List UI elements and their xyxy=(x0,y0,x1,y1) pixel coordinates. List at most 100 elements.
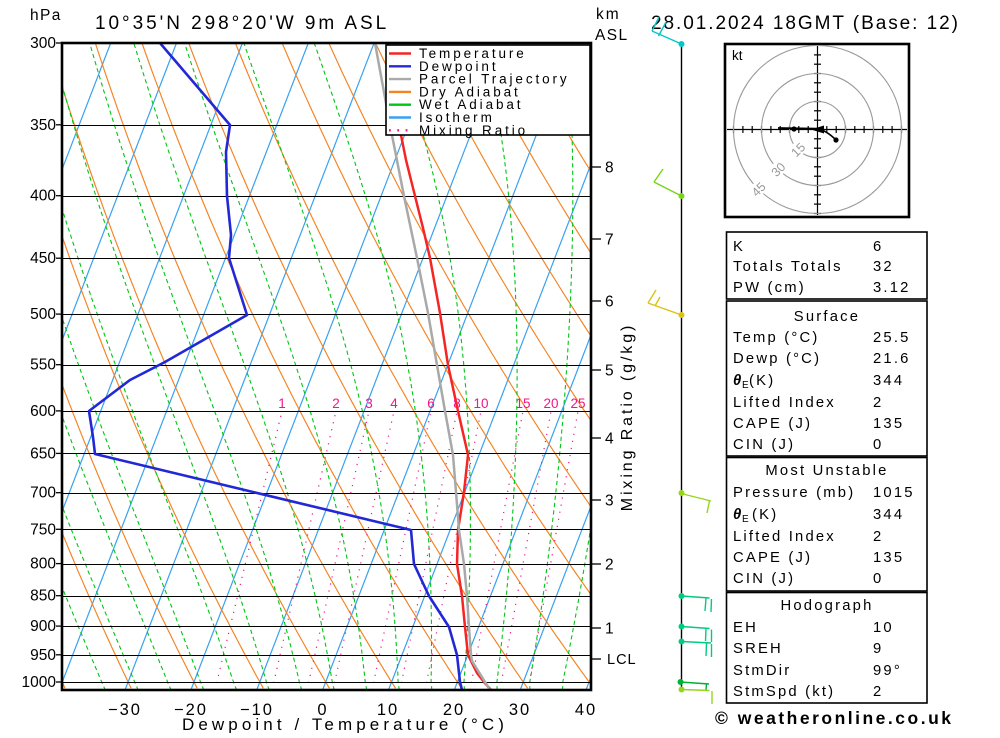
svg-text:21.6: 21.6 xyxy=(873,351,911,367)
svg-text:CAPE (J): CAPE (J) xyxy=(733,416,812,432)
svg-text:344: 344 xyxy=(873,373,904,389)
svg-text:−10: −10 xyxy=(240,701,274,719)
svg-text:15: 15 xyxy=(515,396,530,411)
svg-text:K: K xyxy=(733,239,745,255)
svg-text:900: 900 xyxy=(30,618,56,635)
svg-text:500: 500 xyxy=(30,306,56,323)
svg-text:Lifted Index: Lifted Index xyxy=(733,395,836,411)
svg-text:Dewp (°C): Dewp (°C) xyxy=(733,351,821,367)
svg-text:600: 600 xyxy=(30,403,56,420)
svg-text:Totals Totals: Totals Totals xyxy=(733,259,843,275)
svg-text:hPa: hPa xyxy=(30,7,62,24)
svg-text:750: 750 xyxy=(30,521,56,538)
svg-text:−20: −20 xyxy=(174,701,208,719)
svg-text:1: 1 xyxy=(605,621,614,638)
svg-text:10: 10 xyxy=(873,620,894,636)
svg-text:10: 10 xyxy=(377,701,399,719)
svg-text:0: 0 xyxy=(873,437,883,453)
svg-text:135: 135 xyxy=(873,416,904,432)
svg-text:5: 5 xyxy=(605,363,614,380)
svg-text:20: 20 xyxy=(443,701,465,719)
svg-text:Temp (°C): Temp (°C) xyxy=(733,330,820,346)
svg-text:Surface: Surface xyxy=(794,309,860,325)
svg-text:10°35'N 298°20'W 9m ASL: 10°35'N 298°20'W 9m ASL xyxy=(95,13,389,34)
svg-text:2: 2 xyxy=(873,395,883,411)
svg-text:SREH: SREH xyxy=(733,641,783,657)
svg-text:ASL: ASL xyxy=(595,27,629,44)
svg-text:2: 2 xyxy=(332,396,340,411)
svg-text:2: 2 xyxy=(873,684,883,700)
svg-text:Wet Adiabat: Wet Adiabat xyxy=(419,97,523,112)
svg-text:135: 135 xyxy=(873,550,904,566)
svg-text:450: 450 xyxy=(30,250,56,267)
svg-text:Hodograph: Hodograph xyxy=(780,598,873,614)
svg-text:1015: 1015 xyxy=(873,485,915,501)
svg-text:Parcel Trajectory: Parcel Trajectory xyxy=(419,72,570,87)
svg-text:8: 8 xyxy=(453,396,461,411)
svg-text:4: 4 xyxy=(390,396,398,411)
svg-text:θ: θ xyxy=(733,373,741,389)
svg-text:StmDir: StmDir xyxy=(733,663,791,679)
svg-text:30: 30 xyxy=(509,701,531,719)
svg-text:9: 9 xyxy=(873,641,883,657)
svg-text:950: 950 xyxy=(30,647,56,664)
svg-text:25.5: 25.5 xyxy=(873,330,911,346)
svg-text:© weatheronline.co.uk: © weatheronline.co.uk xyxy=(715,708,954,728)
svg-text:Mixing Ratio: Mixing Ratio xyxy=(419,123,528,138)
svg-text:32: 32 xyxy=(873,259,894,275)
svg-text:800: 800 xyxy=(30,556,56,573)
svg-text:Dewpoint: Dewpoint xyxy=(419,59,498,74)
svg-text:4: 4 xyxy=(605,431,614,448)
svg-text:10: 10 xyxy=(473,396,488,411)
svg-text:2: 2 xyxy=(605,557,614,574)
svg-text:300: 300 xyxy=(30,35,56,52)
svg-text:(K): (K) xyxy=(749,373,775,389)
svg-text:344: 344 xyxy=(873,507,904,523)
svg-text:6: 6 xyxy=(427,396,435,411)
svg-text:LCL: LCL xyxy=(607,652,637,668)
svg-text:0: 0 xyxy=(317,701,328,719)
svg-text:8: 8 xyxy=(605,160,614,177)
svg-text:650: 650 xyxy=(30,445,56,462)
svg-text:E: E xyxy=(742,514,749,525)
svg-text:(K): (K) xyxy=(752,507,778,523)
svg-text:25: 25 xyxy=(570,396,585,411)
svg-text:CIN (J): CIN (J) xyxy=(733,437,795,453)
svg-text:400: 400 xyxy=(30,188,56,205)
svg-text:1000: 1000 xyxy=(22,674,57,691)
svg-text:−30: −30 xyxy=(108,701,142,719)
svg-text:3: 3 xyxy=(365,396,373,411)
svg-text:0: 0 xyxy=(873,571,883,587)
svg-text:28.01.2024 18GMT (Base: 12): 28.01.2024 18GMT (Base: 12) xyxy=(651,13,960,34)
svg-text:1: 1 xyxy=(278,396,286,411)
svg-text:Dewpoint / Temperature (°C): Dewpoint / Temperature (°C) xyxy=(182,715,508,733)
svg-text:PW (cm): PW (cm) xyxy=(733,280,806,296)
svg-text:Isotherm: Isotherm xyxy=(419,110,495,125)
svg-text:E: E xyxy=(742,380,749,391)
svg-text:θ: θ xyxy=(733,507,741,523)
svg-text:6: 6 xyxy=(873,239,883,255)
svg-text:700: 700 xyxy=(30,485,56,502)
svg-text:CAPE (J): CAPE (J) xyxy=(733,550,812,566)
svg-text:Most Unstable: Most Unstable xyxy=(765,463,888,479)
svg-text:StmSpd (kt): StmSpd (kt) xyxy=(733,684,835,700)
svg-text:20: 20 xyxy=(543,396,558,411)
svg-text:99°: 99° xyxy=(873,663,902,679)
svg-text:3: 3 xyxy=(605,493,614,510)
svg-text:Pressure (mb): Pressure (mb) xyxy=(733,485,855,501)
svg-text:2: 2 xyxy=(873,529,883,545)
svg-text:km: km xyxy=(596,6,621,23)
svg-text:Temperature: Temperature xyxy=(419,46,527,61)
svg-text:3.12: 3.12 xyxy=(873,280,911,296)
svg-text:CIN (J): CIN (J) xyxy=(733,571,795,587)
svg-text:kt: kt xyxy=(732,48,743,63)
svg-text:350: 350 xyxy=(30,117,56,134)
svg-text:6: 6 xyxy=(605,294,614,311)
svg-text:EH: EH xyxy=(733,620,758,636)
svg-text:Lifted Index: Lifted Index xyxy=(733,529,836,545)
svg-text:850: 850 xyxy=(30,588,56,605)
svg-text:550: 550 xyxy=(30,357,56,374)
svg-text:Dry Adiabat: Dry Adiabat xyxy=(419,84,521,99)
svg-text:40: 40 xyxy=(575,701,597,719)
svg-text:7: 7 xyxy=(605,232,614,249)
